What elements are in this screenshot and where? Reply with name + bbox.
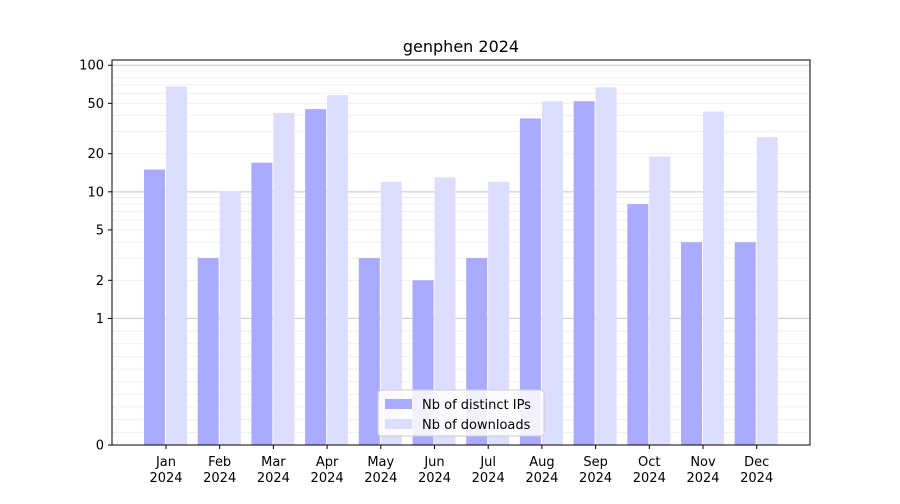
bar-distinct-ips [144,169,165,445]
bar-downloads [380,181,402,445]
x-tick-label-month: May [367,455,394,470]
x-tick-label-month: Nov [690,455,716,470]
bar-downloads [327,95,349,445]
legend-box [377,389,545,437]
y-tick-label: 0 [96,439,104,454]
x-tick-label-year: 2024 [311,471,344,486]
bar-downloads [166,86,187,445]
bar-downloads [756,137,778,446]
x-tick-label-month: Sep [583,455,608,470]
bar-downloads [273,112,295,446]
chart-title: genphen 2024 [403,37,519,56]
bar-downloads [649,156,671,446]
y-tick-label: 20 [87,147,104,162]
x-tick-label-year: 2024 [257,471,290,486]
bars-layer [144,86,778,446]
bar-distinct-ips [358,258,380,445]
legend: Nb of distinct IPs Nb of downloads [377,389,545,437]
x-tick-label-year: 2024 [203,471,236,486]
y-tick-label: 1 [96,312,104,327]
x-tick-label-year: 2024 [740,471,773,486]
x-tick-label-year: 2024 [149,471,182,486]
y-tick-label: 2 [96,274,104,289]
x-tick-label-year: 2024 [633,471,666,486]
legend-label: Nb of downloads [422,418,531,433]
x-tick-label-year: 2024 [686,471,719,486]
y-tick-label: 10 [87,185,104,200]
x-tick-label-month: Jul [479,455,496,470]
x-tick-label-month: Mar [261,455,286,470]
legend-swatch [385,399,412,409]
bar-distinct-ips [734,242,756,445]
bar-distinct-ips [573,101,595,446]
bar-distinct-ips [519,118,541,445]
legend-swatch [385,419,412,429]
x-tick-label-year: 2024 [579,471,612,486]
x-tick-label-month: Jun [423,455,444,470]
bar-distinct-ips [197,258,219,445]
bar-downloads [541,101,563,446]
y-axis: 0 1 2 5 10 20 50 100 [79,59,112,454]
bar-downloads [219,191,241,445]
y-tick-label: 50 [87,97,104,112]
x-tick-label-month: Oct [638,455,660,470]
bar-downloads [703,111,724,445]
x-tick-label-year: 2024 [525,471,558,486]
bar-downloads [595,87,617,445]
x-tick-label-year: 2024 [418,471,451,486]
bar-distinct-ips [305,109,327,446]
x-tick-label-month: Aug [529,455,554,470]
legend-label: Nb of distinct IPs [422,398,531,413]
plot-frame [111,59,811,446]
bar-distinct-ips [681,242,702,445]
bar-downloads [434,177,456,446]
x-tick-label-month: Feb [208,455,231,470]
y-tick-label: 5 [96,223,104,238]
y-tick-label: 100 [79,59,104,74]
x-tick-label-year: 2024 [364,471,397,486]
bar-downloads [488,181,510,445]
bar-distinct-ips [627,204,649,445]
x-axis: Jan2024Feb2024Mar2024Apr2024May2024Jun20… [149,445,773,486]
x-tick-label-year: 2024 [472,471,505,486]
x-tick-label-month: Jan [155,455,176,470]
bar-distinct-ips [251,162,273,445]
x-tick-label-month: Dec [744,455,769,470]
x-tick-label-month: Apr [316,455,339,470]
